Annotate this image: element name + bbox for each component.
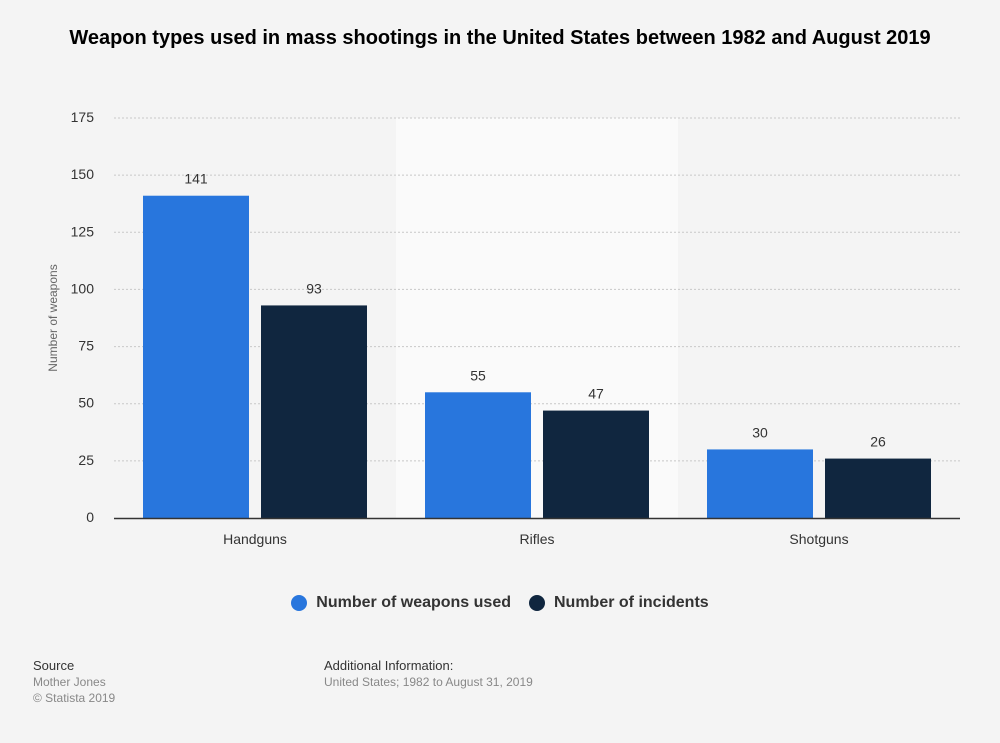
y-tick-label: 100	[71, 280, 95, 296]
data-label: 30	[752, 424, 768, 440]
x-tick-label: Rifles	[519, 531, 554, 547]
additional-info-block: Additional Information: United States; 1…	[324, 658, 533, 690]
legend-label-weapons-used: Number of weapons used	[316, 594, 511, 611]
data-label: 93	[306, 280, 322, 296]
axes: 0 25 50 75 100 125 150 175 Handguns Rifles Shotgun…	[71, 109, 960, 547]
y-tick-label: 125	[71, 223, 95, 239]
y-tick-label: 50	[78, 395, 94, 411]
data-labels: 141 93 55 47 30 26	[184, 171, 886, 450]
legend-marker-weapons-used	[291, 595, 308, 611]
x-tick-label: Handguns	[223, 531, 287, 547]
bar	[261, 305, 367, 518]
bar	[543, 410, 649, 518]
bar	[425, 392, 531, 518]
legend-marker-incidents	[529, 595, 545, 611]
chart-title: Weapon types used in mass shootings in t…	[69, 27, 931, 49]
x-tick-label: Shotguns	[789, 531, 848, 547]
additional-info-text: United States; 1982 to August 31, 2019	[324, 675, 533, 689]
legend-item-incidents[interactable]: Number of incidents	[529, 594, 709, 612]
source-block: Source Mother Jones © Statista 2019	[33, 658, 115, 706]
bar	[707, 449, 813, 518]
y-tick-label: 0	[86, 509, 94, 525]
source-heading: Source	[33, 658, 75, 673]
data-label: 26	[870, 434, 886, 450]
legend-label-incidents: Number of incidents	[554, 594, 709, 611]
source-line: Mother Jones	[33, 675, 106, 689]
legend-item-weapons-used[interactable]: Number of weapons used	[291, 594, 511, 612]
additional-info-heading: Additional Information:	[324, 658, 454, 673]
y-axis-label: Number of weapons	[46, 264, 60, 371]
legend: Number of weapons used Number of inciden…	[0, 594, 1000, 612]
y-tick-label: 75	[78, 338, 94, 354]
y-tick-label: 25	[78, 452, 94, 468]
bar	[143, 195, 249, 518]
y-tick-label: 150	[71, 166, 95, 182]
data-label: 47	[588, 386, 604, 402]
data-label: 55	[470, 367, 486, 383]
copyright-line: © Statista 2019	[33, 691, 116, 705]
bars	[143, 195, 931, 518]
gridlines	[114, 117, 960, 462]
data-label: 141	[184, 171, 208, 187]
y-tick-label: 175	[71, 109, 95, 125]
bar	[825, 458, 931, 518]
